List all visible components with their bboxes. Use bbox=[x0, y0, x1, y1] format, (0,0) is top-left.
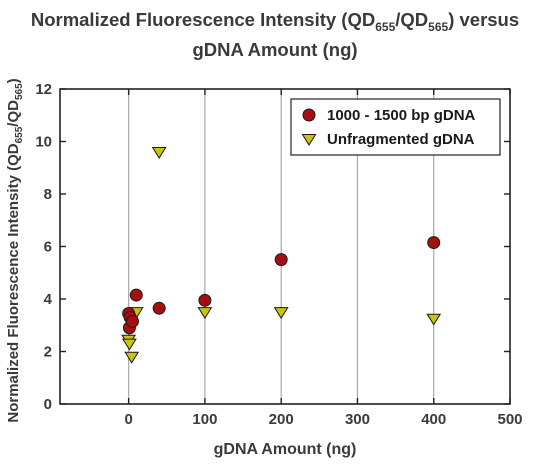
series-circle bbox=[122, 236, 441, 335]
data-point bbox=[197, 307, 213, 320]
data-point bbox=[129, 288, 143, 302]
y-label-text: /QD bbox=[5, 100, 22, 127]
x-tick-label: 100 bbox=[192, 411, 217, 428]
y-tick-label: 8 bbox=[44, 186, 52, 203]
data-point bbox=[426, 313, 442, 326]
chart-title: Normalized Fluorescence Intensity (QD655… bbox=[0, 6, 550, 64]
y-label-subscript: 655 bbox=[14, 126, 25, 143]
x-tick-label: 400 bbox=[421, 411, 446, 428]
y-tick-label: 10 bbox=[35, 134, 52, 151]
y-tick-label: 6 bbox=[44, 239, 52, 256]
y-label-subscript: 565 bbox=[14, 83, 25, 100]
x-tick-label: 300 bbox=[345, 411, 370, 428]
y-tick-label: 4 bbox=[44, 291, 53, 308]
title-subscript: 565 bbox=[428, 20, 449, 34]
legend-marker bbox=[301, 134, 317, 146]
y-label-text: ) bbox=[5, 78, 22, 83]
y-tick-label: 0 bbox=[44, 396, 52, 413]
legend-box bbox=[290, 98, 501, 156]
data-point bbox=[198, 293, 212, 307]
data-point bbox=[151, 147, 167, 159]
y-axis-label: Normalized Fluorescence Intensity (QD655… bbox=[5, 78, 25, 422]
y-tick-label: 2 bbox=[44, 344, 52, 361]
y-label-text: Normalized Fluorescence Intensity (QD bbox=[5, 143, 22, 422]
series-triangle bbox=[121, 147, 442, 364]
data-point bbox=[152, 301, 166, 315]
title-subscript: 655 bbox=[375, 20, 396, 34]
title-text: ) versus bbox=[448, 9, 520, 30]
data-point bbox=[273, 307, 289, 320]
legend: 1000 - 1500 bp gDNA Unfragmented gDNA bbox=[290, 98, 501, 156]
y-tick-label: 12 bbox=[35, 81, 52, 98]
title-text: /QD bbox=[395, 9, 429, 30]
data-point bbox=[125, 314, 139, 328]
legend-marker bbox=[302, 108, 316, 122]
legend-label: Unfragmented gDNA bbox=[327, 131, 475, 148]
x-tick-label: 0 bbox=[124, 411, 132, 428]
data-point bbox=[427, 236, 441, 250]
data-point bbox=[274, 253, 288, 267]
data-point bbox=[124, 351, 140, 364]
title-text: gDNA Amount (ng) bbox=[192, 39, 358, 60]
legend-label: 1000 - 1500 bp gDNA bbox=[327, 107, 476, 124]
x-tick-label: 500 bbox=[497, 411, 522, 428]
title-text: Normalized Fluorescence Intensity (QD bbox=[30, 9, 376, 30]
x-axis-label: gDNA Amount (ng) bbox=[214, 441, 357, 458]
data-point bbox=[122, 338, 137, 351]
x-tick-label: 200 bbox=[269, 411, 294, 428]
